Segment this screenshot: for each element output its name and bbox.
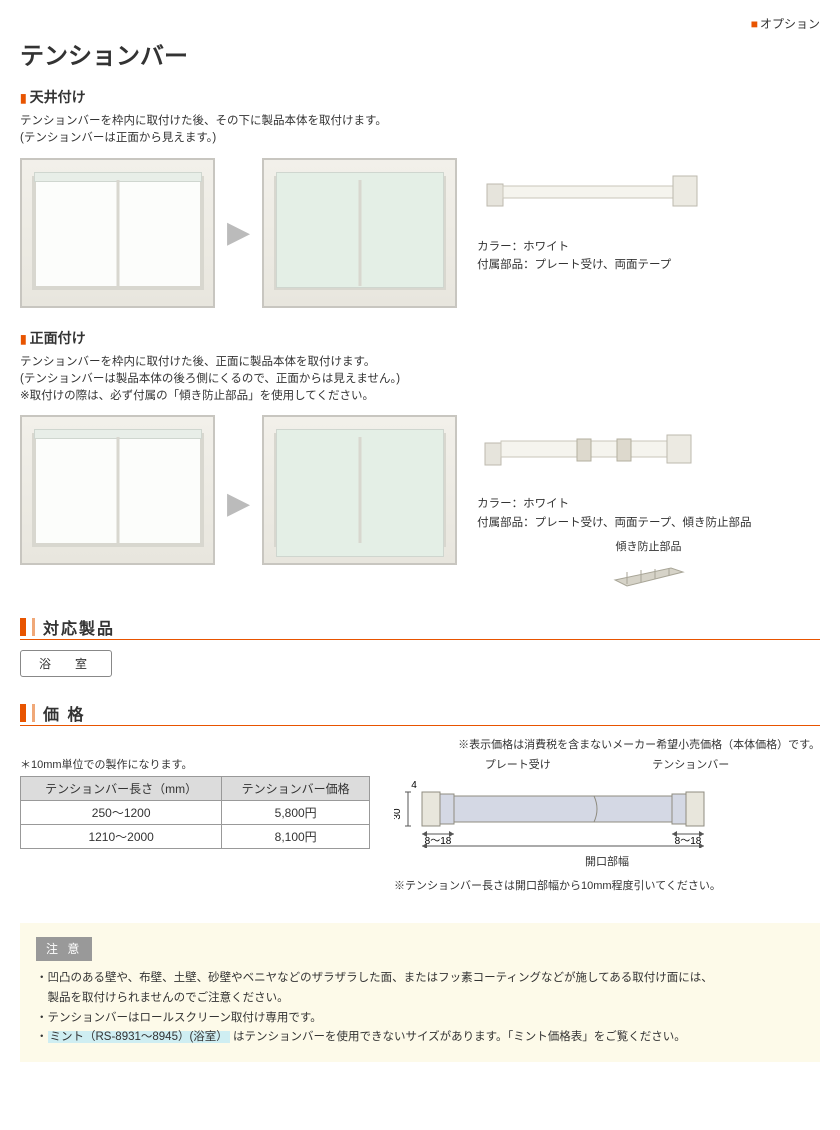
cell: 5,800円 [222,801,370,825]
price-diagram: 30 4 8～18 [394,774,820,869]
product-ceiling: カラー：ホワイト 付属部品：プレート受け、両面テープ [469,158,820,275]
section-price: 価 格 [20,701,820,726]
diagram-note: ※テンションバー長さは開口部幅から10mm程度引いてください。 [394,877,820,893]
caution-line: 製品を取付けられませんのでご注意ください。 [36,989,804,1009]
bar-image-front [477,415,707,485]
heading-price: 価 格 [43,701,85,725]
arrow-icon: ▶ [227,486,250,521]
label-bar: テンションバー [652,756,729,772]
heading-compatible: 対応製品 [43,615,115,639]
option-label: オプション [20,15,820,32]
extra-part-image [477,558,820,591]
desc-front-l3: ※取付けの際は、必ず付属の「傾き防止部品」を使用してください。 [20,390,374,402]
color-front: カラー：ホワイト [477,495,820,513]
extra-part-label: 傾き防止部品 [477,538,820,554]
window-before-ceiling [20,158,215,308]
row-ceiling: ▶ カラー：ホワイト 付属部品：プレート受け、両面テープ [20,158,820,308]
price-top-note: ※表示価格は消費税を含まないメーカー希望小売価格（本体価格）です。 [20,736,820,752]
desc-front-l2: (テンションバーは製品本体の後ろ側にくるので、正面からは見えません。) [20,373,400,385]
col-price: テンションバー価格 [222,777,370,801]
caution-tag: 注 意 [36,937,92,961]
cell: 250～1200 [21,801,222,825]
product-front: カラー：ホワイト 付属部品：プレート受け、両面テープ、傾き防止部品 傾き防止部品 [469,415,820,591]
row-front: ▶ カラー：ホワイト 付属部品：プレート受け、両面テープ、傾き防止部品 傾き防止… [20,415,820,591]
section-compatible: 対応製品 [20,615,820,640]
desc-ceiling: テンションバーを枠内に取付けた後、その下に製品本体を取付けます。 (テンションバ… [20,113,820,148]
desc-front-l1: テンションバーを枠内に取付けた後、正面に製品本体を取付けます。 [20,356,375,368]
color-ceiling: カラー：ホワイト [477,238,820,256]
heading-ceiling: 天井付け [20,87,820,107]
desc-ceiling-l1: テンションバーを枠内に取付けた後、その下に製品本体を取付けます。 [20,115,387,127]
desc-ceiling-l2: (テンションバーは正面から見えます。) [20,132,216,144]
mint-prefix: ・ [36,1031,48,1043]
dim-side-r: 8～18 [675,836,702,847]
parts-front: 付属部品：プレート受け、両面テープ、傾き防止部品 [477,514,820,532]
caution-line: ・凹凸のある壁や、布壁、土壁、砂壁やベニヤなどのザラザラした面、またはフッ素コー… [36,969,804,989]
cell: 8,100円 [222,825,370,849]
cell: 1210～2000 [21,825,222,849]
bar-image-ceiling [477,158,707,228]
dim-top: 4 [411,780,417,791]
table-row: 250～1200 5,800円 [21,801,370,825]
window-after-front [262,415,457,565]
table-row: 1210～2000 8,100円 [21,825,370,849]
price-table: テンションバー長さ（mm） テンションバー価格 250～1200 5,800円 … [20,776,370,849]
caution-box: 注 意 ・凹凸のある壁や、布壁、土壁、砂壁やベニヤなどのザラザラした面、またはフ… [20,923,820,1062]
parts-ceiling: 付属部品：プレート受け、両面テープ [477,256,820,274]
page-title: テンションバー [20,36,820,71]
arrow-icon: ▶ [227,215,250,250]
dim-side-l: 8～18 [425,836,452,847]
table-header-row: テンションバー長さ（mm） テンションバー価格 [21,777,370,801]
col-length: テンションバー長さ（mm） [21,777,222,801]
chip-bathroom: 浴 室 [20,650,112,677]
heading-front: 正面付け [20,328,820,348]
desc-front: テンションバーを枠内に取付けた後、正面に製品本体を取付けます。 (テンションバー… [20,354,820,406]
mint-highlight: ミント（RS-8931～8945）(浴室） [48,1031,230,1043]
dim-width-label: 開口部幅 [394,853,820,869]
caution-line: ・テンションバーはロールスクリーン取付け専用です。 [36,1009,804,1029]
window-after-ceiling [262,158,457,308]
caution-line-mint: ・ミント（RS-8931～8945）(浴室） はテンションバーを使用できないサイ… [36,1028,804,1048]
dim-h: 30 [394,808,403,820]
label-plate: プレート受け [485,756,551,772]
unit-note: ＊10mm単位での製作になります。 [20,756,370,772]
mint-suffix: はテンションバーを使用できないサイズがあります。「ミント価格表」をご覧ください。 [230,1031,686,1043]
window-before-front [20,415,215,565]
